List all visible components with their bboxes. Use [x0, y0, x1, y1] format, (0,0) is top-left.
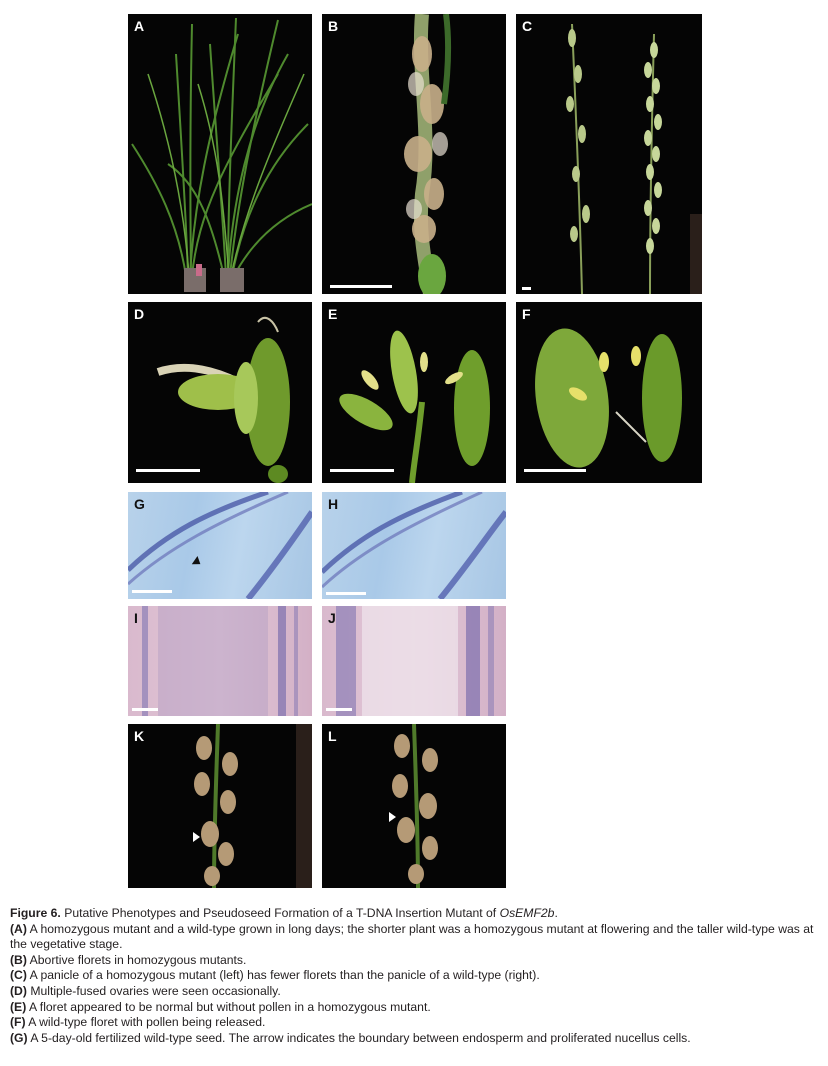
caption-item: (F) A wild-type floret with pollen being…	[10, 1015, 266, 1030]
panel-g-image	[128, 492, 312, 599]
arrow-icon	[182, 830, 200, 844]
scale-bar-c	[522, 287, 531, 290]
panel-label-g: G	[134, 496, 145, 512]
caption-title-text: Putative Phenotypes and Pseudoseed Forma…	[64, 906, 497, 920]
scale-bar-b	[330, 285, 392, 288]
panel-e-image	[339, 330, 490, 483]
panel-i-image	[142, 606, 298, 716]
panel-label-k: K	[134, 728, 145, 744]
panel-label-c: C	[522, 18, 533, 34]
caption-gene-suffix: .	[554, 906, 558, 920]
figure-label: Figure 6.	[10, 906, 61, 920]
scale-bar-g	[132, 590, 172, 593]
panel-k: K	[128, 724, 312, 888]
panel-label-a: A	[134, 18, 145, 34]
caption-item: (B) Abortive florets in homozygous mutan…	[10, 952, 247, 967]
scale-bar-e	[330, 469, 394, 472]
caption-item: (G) A 5-day-old fertilized wild-type see…	[10, 1030, 691, 1045]
panel-label-l: L	[328, 728, 337, 744]
caption-item: (A) A homozygous mutant and a wild-type …	[10, 921, 814, 952]
panel-g: G	[128, 492, 312, 599]
figure-caption: Figure 6. Putative Phenotypes and Pseudo…	[10, 906, 822, 1046]
panel-label-d: D	[134, 306, 145, 322]
panel-c: C	[516, 14, 702, 294]
panel-d: D	[128, 302, 312, 483]
panel-e: E	[322, 302, 506, 483]
arrow-icon	[184, 552, 202, 566]
panel-j: J	[322, 606, 506, 716]
panel-c-image	[566, 23, 702, 294]
panel-a-image	[131, 17, 312, 292]
panel-label-f: F	[522, 306, 531, 322]
panel-l-image	[392, 724, 438, 888]
panel-h-image	[322, 492, 506, 599]
panel-label-e: E	[328, 306, 338, 322]
panel-i: I	[128, 606, 312, 716]
caption-gene: OsEMF2b	[499, 906, 555, 920]
panel-a: A	[128, 14, 312, 294]
panel-f-image	[535, 328, 682, 468]
panel-label-h: H	[328, 496, 339, 512]
panel-b: B	[322, 14, 506, 294]
scale-bar-d	[136, 469, 200, 472]
panel-label-b: B	[328, 18, 339, 34]
panel-label-j: J	[328, 610, 336, 626]
scale-bar-j	[326, 708, 352, 711]
scale-bar-i	[132, 708, 158, 711]
panel-d-image	[156, 316, 290, 483]
panel-l: L	[322, 724, 506, 888]
caption-item: (D) Multiple-fused ovaries were seen occ…	[10, 983, 281, 998]
panel-h: H	[322, 492, 506, 599]
scale-bar-h	[326, 592, 366, 595]
caption-item: (C) A panicle of a homozygous mutant (le…	[10, 968, 540, 983]
panel-f: F	[516, 302, 702, 483]
panel-j-image	[336, 606, 494, 716]
arrow-icon	[378, 810, 396, 824]
caption-title: Figure 6. Putative Phenotypes and Pseudo…	[10, 906, 822, 922]
scale-bar-f	[524, 469, 586, 472]
panel-k-image	[194, 724, 312, 888]
panel-b-image	[404, 14, 452, 294]
caption-item: (E) A floret appeared to be normal but w…	[10, 999, 431, 1014]
panel-label-i: I	[134, 610, 138, 626]
